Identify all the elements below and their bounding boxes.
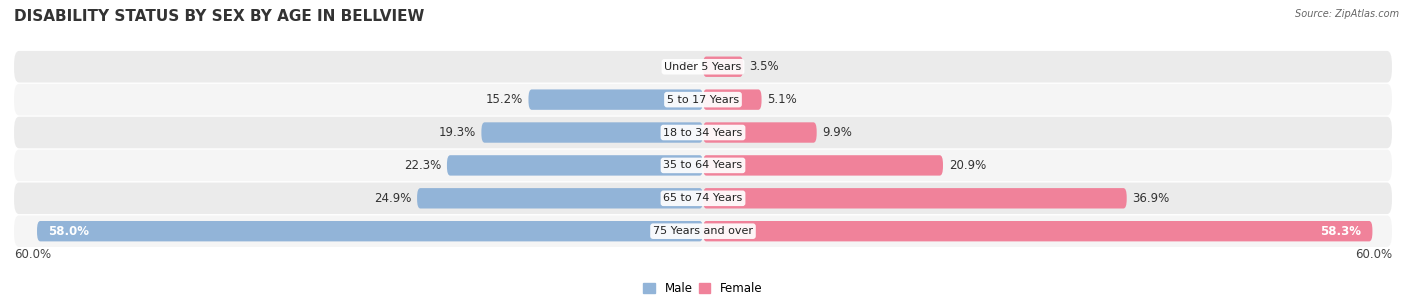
Text: 0.0%: 0.0% <box>668 60 697 73</box>
Text: 35 to 64 Years: 35 to 64 Years <box>664 161 742 171</box>
FancyBboxPatch shape <box>703 221 1372 241</box>
Legend: Male, Female: Male, Female <box>638 277 768 299</box>
Text: 36.9%: 36.9% <box>1132 192 1170 205</box>
Text: DISABILITY STATUS BY SEX BY AGE IN BELLVIEW: DISABILITY STATUS BY SEX BY AGE IN BELLV… <box>14 9 425 24</box>
FancyBboxPatch shape <box>703 122 817 143</box>
FancyBboxPatch shape <box>14 216 1392 247</box>
Text: 58.3%: 58.3% <box>1320 225 1361 238</box>
Text: 20.9%: 20.9% <box>949 159 986 172</box>
Text: Source: ZipAtlas.com: Source: ZipAtlas.com <box>1295 9 1399 19</box>
FancyBboxPatch shape <box>14 51 1392 82</box>
FancyBboxPatch shape <box>703 89 762 110</box>
FancyBboxPatch shape <box>703 188 1126 209</box>
Text: 22.3%: 22.3% <box>404 159 441 172</box>
Text: Under 5 Years: Under 5 Years <box>665 62 741 72</box>
FancyBboxPatch shape <box>703 57 744 77</box>
FancyBboxPatch shape <box>14 84 1392 116</box>
Text: 24.9%: 24.9% <box>374 192 412 205</box>
Text: 58.0%: 58.0% <box>48 225 90 238</box>
FancyBboxPatch shape <box>14 182 1392 214</box>
Text: 5.1%: 5.1% <box>768 93 797 106</box>
Text: 60.0%: 60.0% <box>1355 248 1392 261</box>
FancyBboxPatch shape <box>418 188 703 209</box>
Text: 5 to 17 Years: 5 to 17 Years <box>666 95 740 105</box>
Text: 60.0%: 60.0% <box>14 248 51 261</box>
Text: 15.2%: 15.2% <box>485 93 523 106</box>
Text: 75 Years and over: 75 Years and over <box>652 226 754 236</box>
Text: 3.5%: 3.5% <box>749 60 779 73</box>
Text: 18 to 34 Years: 18 to 34 Years <box>664 127 742 137</box>
FancyBboxPatch shape <box>447 155 703 176</box>
FancyBboxPatch shape <box>703 155 943 176</box>
FancyBboxPatch shape <box>14 150 1392 181</box>
Text: 19.3%: 19.3% <box>439 126 475 139</box>
FancyBboxPatch shape <box>481 122 703 143</box>
Text: 65 to 74 Years: 65 to 74 Years <box>664 193 742 203</box>
FancyBboxPatch shape <box>14 117 1392 148</box>
FancyBboxPatch shape <box>529 89 703 110</box>
FancyBboxPatch shape <box>37 221 703 241</box>
Text: 9.9%: 9.9% <box>823 126 852 139</box>
